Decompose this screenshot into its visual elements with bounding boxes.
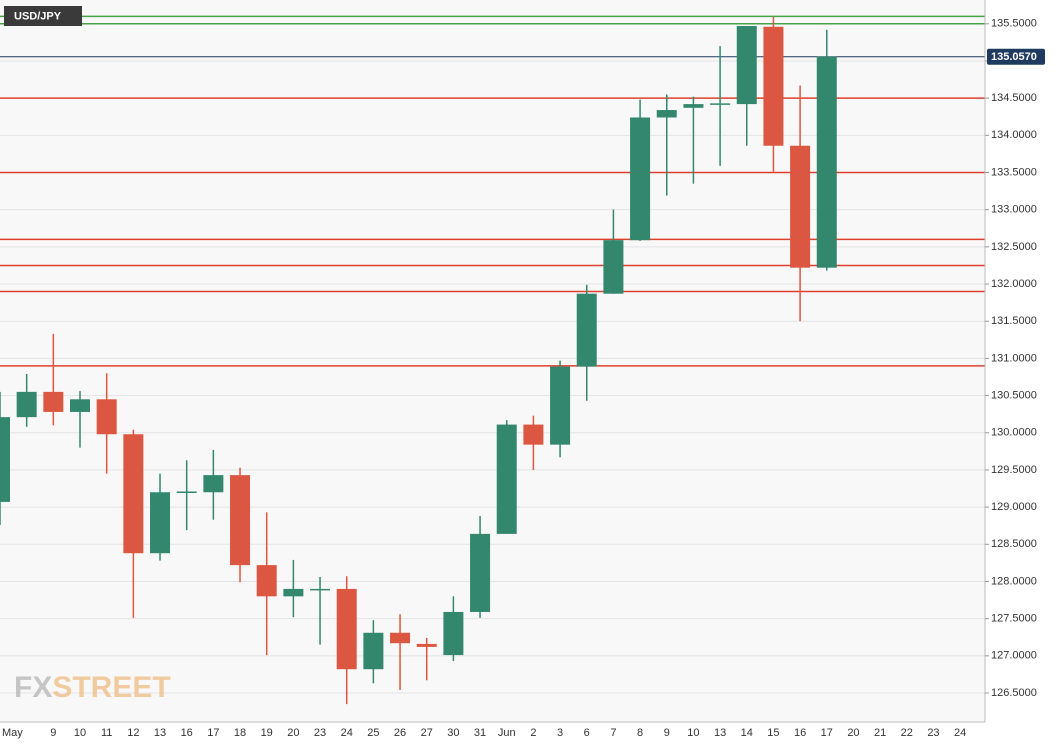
candle-body <box>176 491 197 493</box>
candle-body <box>630 117 651 241</box>
candle-body <box>16 391 37 418</box>
watermark-fx: FX <box>14 671 52 704</box>
y-tick-label: 133.0000 <box>991 204 1037 216</box>
candle-body <box>523 424 544 445</box>
candle-body <box>550 366 571 445</box>
candle-body <box>96 399 117 435</box>
y-tick-label: 134.5000 <box>991 92 1037 104</box>
watermark-street: STREET <box>52 671 170 704</box>
x-tick-label: 9 <box>50 727 56 739</box>
candle-body <box>283 588 304 597</box>
y-tick-label: 133.5000 <box>991 166 1037 178</box>
y-tick-label: 127.5000 <box>991 613 1037 625</box>
x-tick-label: 24 <box>341 727 353 739</box>
candle-body <box>150 492 171 554</box>
x-tick-label: 24 <box>954 727 966 739</box>
candle-body <box>416 643 437 647</box>
candle-body <box>123 434 144 554</box>
x-tick-label: 12 <box>127 727 139 739</box>
y-tick-label: 132.5000 <box>991 241 1037 253</box>
candle-body <box>603 240 624 294</box>
x-tick-label: Jun <box>498 727 516 739</box>
candle-body <box>763 26 784 146</box>
x-tick-label: 23 <box>927 727 939 739</box>
x-tick-label: 26 <box>394 727 406 739</box>
x-tick-label: 3 <box>557 727 563 739</box>
candle-body <box>816 56 837 268</box>
x-tick-label: 2 <box>530 727 536 739</box>
candle-body <box>710 103 731 105</box>
candle-body <box>496 424 517 534</box>
y-tick-label: 130.0000 <box>991 427 1037 439</box>
x-tick-label: 21 <box>874 727 886 739</box>
x-tick-label: 11 <box>101 727 112 739</box>
y-tick-label: 135.5000 <box>991 18 1037 30</box>
candle-body <box>310 588 331 591</box>
candle-body <box>683 104 704 108</box>
candles <box>0 17 837 705</box>
last-price-box <box>987 48 1045 65</box>
x-tick-label: 16 <box>794 727 806 739</box>
chart-title: USD/JPY <box>14 10 62 22</box>
y-tick-label: 130.5000 <box>991 389 1037 401</box>
candle-body <box>470 533 491 612</box>
x-tick-label: 10 <box>687 727 699 739</box>
x-tick-label: 19 <box>261 727 273 739</box>
x-tick-label: 22 <box>901 727 913 739</box>
x-tick-label: 7 <box>610 727 616 739</box>
x-tick-label: 20 <box>847 727 859 739</box>
candle-body <box>790 145 811 268</box>
x-tick-label: 15 <box>767 727 779 739</box>
x-tick-label: 6 <box>584 727 590 739</box>
y-tick-label: 128.0000 <box>991 575 1037 587</box>
x-tick-label: 23 <box>314 727 326 739</box>
candle-body <box>256 565 277 597</box>
candle-body <box>336 588 357 670</box>
y-tick-label: 128.5000 <box>991 538 1037 550</box>
candle-body <box>656 110 677 118</box>
candle-body <box>576 293 597 367</box>
x-tick-label: 17 <box>207 727 219 739</box>
x-tick-label: 18 <box>234 727 246 739</box>
title-box <box>4 6 82 26</box>
candle-body <box>443 611 464 656</box>
y-tick-label: 127.0000 <box>991 650 1037 662</box>
candle-body <box>70 399 91 412</box>
x-tick-label: 9 <box>664 727 670 739</box>
x-tick-label: 14 <box>741 727 753 739</box>
candle-body <box>736 26 757 105</box>
x-tick-label: 8 <box>637 727 643 739</box>
x-tick-label: 10 <box>74 727 86 739</box>
candle-body <box>363 632 384 670</box>
axes: 126.5000 127.0000 127.5000 128.0000 128.5000… <box>2 18 1045 739</box>
x-tick-label: 13 <box>714 727 726 739</box>
y-tick-label: 131.0000 <box>991 352 1037 364</box>
x-tick-label: 17 <box>821 727 833 739</box>
candle-body <box>203 475 224 493</box>
candle-body <box>390 632 411 644</box>
x-tick-label: 16 <box>181 727 193 739</box>
plot-background <box>0 0 985 722</box>
y-tick-label: 132.0000 <box>991 278 1037 290</box>
candle-body <box>0 417 10 502</box>
x-tick-label: 20 <box>287 727 299 739</box>
candle-body <box>230 475 251 566</box>
watermark: FXSTREET <box>14 671 171 704</box>
candle-body <box>43 391 64 412</box>
x-tick-label: 27 <box>421 727 433 739</box>
y-tick-label: 129.0000 <box>991 501 1037 513</box>
x-tick-label: 31 <box>474 727 486 739</box>
x-tick-label: 13 <box>154 727 166 739</box>
x-tick-label: May <box>2 727 23 739</box>
y-tick-label: 126.5000 <box>991 687 1037 699</box>
y-tick-label: 134.0000 <box>991 129 1037 141</box>
y-tick-label: 129.5000 <box>991 464 1037 476</box>
last-price-label: 135.0570 <box>991 51 1037 63</box>
x-tick-label: 25 <box>367 727 379 739</box>
y-tick-label: 131.5000 <box>991 315 1037 327</box>
x-tick-label: 30 <box>447 727 459 739</box>
